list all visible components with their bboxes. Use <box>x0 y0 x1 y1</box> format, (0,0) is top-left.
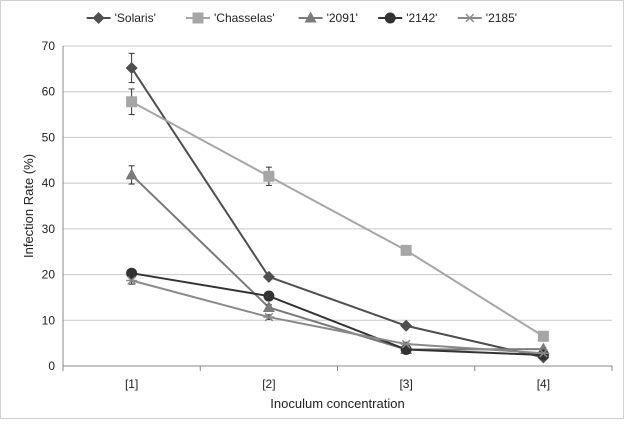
gridlines <box>63 45 612 321</box>
data-point-marker <box>125 168 138 180</box>
y-tick-label: 10 <box>42 313 56 327</box>
data-point-marker <box>125 61 138 74</box>
data-point-marker <box>126 276 138 285</box>
y-axis-title: Infection Rate (%) <box>21 154 36 258</box>
series-line <box>130 67 544 359</box>
data-point-marker <box>262 300 275 312</box>
data-point-marker <box>263 290 275 302</box>
y-tick-label: 20 <box>42 268 56 282</box>
x-tick-label: [2] <box>262 377 275 391</box>
legend-item: 'Solaris' <box>86 11 156 25</box>
series-line <box>131 272 544 357</box>
legend-item: '2142' <box>378 11 437 25</box>
data-point-marker <box>304 11 317 23</box>
y-tick-label: 60 <box>42 85 56 99</box>
legend-label: 'Chasselas' <box>214 11 275 25</box>
x-tick-label: [1] <box>125 377 138 391</box>
y-tick-label: 0 <box>48 359 55 373</box>
data-point-marker <box>126 96 138 108</box>
series-solaris <box>125 52 550 364</box>
legend-label: '2142' <box>406 11 437 25</box>
data-point-marker <box>263 170 275 182</box>
series-line <box>131 100 544 338</box>
data-point-marker <box>192 12 204 24</box>
y-tick-label: 70 <box>42 39 56 53</box>
data-point-marker <box>262 270 275 283</box>
data-point-marker <box>400 339 412 349</box>
series-chasselas <box>126 88 549 342</box>
legend-item: 'Chasselas' <box>186 11 275 25</box>
series-group <box>125 52 550 364</box>
data-point-marker <box>464 13 476 23</box>
data-point-marker <box>537 348 549 358</box>
legend-label: '2091' <box>327 11 358 25</box>
data-point-marker <box>537 330 549 342</box>
legend-label: '2185' <box>486 11 517 25</box>
legend-item: '2185' <box>457 11 517 25</box>
data-point-marker <box>263 312 275 322</box>
legend: 'Solaris' 'Chasselas' '2091' '2142' '2185' <box>86 11 517 25</box>
series-2185 <box>126 276 549 358</box>
y-tick-label: 30 <box>42 222 56 236</box>
y-tick-label: 40 <box>42 176 56 190</box>
data-point-marker <box>400 319 413 332</box>
axes: 0 10 20 30 40 50 60 70 [1] [2] [3] [4] <box>42 39 613 391</box>
data-point-marker <box>384 12 396 24</box>
series-line <box>131 279 544 355</box>
data-point-marker <box>126 267 138 279</box>
data-point-marker <box>400 244 412 256</box>
data-point-marker <box>92 12 105 24</box>
x-tick-label: [4] <box>537 377 550 391</box>
y-tick-label: 50 <box>42 130 56 144</box>
x-tick-label: [3] <box>399 377 412 391</box>
legend-label: 'Solaris' <box>115 11 156 25</box>
x-axis-title: Inoculum concentration <box>270 396 404 411</box>
legend-item: '2091' <box>298 11 358 25</box>
